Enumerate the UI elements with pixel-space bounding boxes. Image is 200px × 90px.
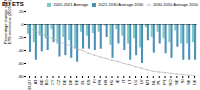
svg-text:PL: PL <box>156 79 161 85</box>
svg-text:-60: -60 <box>18 61 25 66</box>
svg-text:SE: SE <box>174 79 179 85</box>
svg-text:MT: MT <box>145 79 150 85</box>
svg-text:IT: IT <box>121 79 126 83</box>
svg-text:EL: EL <box>80 79 85 85</box>
svg-text:LU: LU <box>133 79 138 84</box>
svg-text:RO: RO <box>168 80 173 86</box>
svg-text:PT: PT <box>162 79 167 85</box>
svg-text:SK: SK <box>186 79 191 85</box>
svg-text:HU: HU <box>109 79 114 85</box>
svg-text:0: 0 <box>21 22 24 27</box>
svg-text:20: 20 <box>19 9 24 14</box>
svg-text:EU27: EU27 <box>27 79 32 90</box>
svg-text:EE: EE <box>74 79 79 85</box>
svg-text:BE: BE <box>39 79 44 85</box>
svg-text:SI: SI <box>180 80 185 84</box>
svg-text:CZ: CZ <box>56 79 61 85</box>
svg-text:LT: LT <box>127 79 132 84</box>
svg-text:Percentage change in EUETS emi: Percentage change in EUETS emissions (20… <box>3 0 12 44</box>
svg-text:NL: NL <box>151 79 156 85</box>
svg-text:LV: LV <box>139 79 144 84</box>
svg-text:-20: -20 <box>18 35 25 40</box>
svg-text:IE: IE <box>115 79 120 83</box>
svg-text:BG: BG <box>44 80 49 86</box>
svg-text:ES: ES <box>86 79 91 85</box>
svg-text:CY: CY <box>50 79 55 85</box>
svg-text:UK: UK <box>192 79 197 85</box>
svg-text:HR: HR <box>103 79 108 85</box>
svg-text:DE: DE <box>62 79 67 85</box>
svg-text:AT: AT <box>33 79 38 84</box>
svg-text:DK: DK <box>68 79 73 85</box>
svg-text:-40: -40 <box>18 48 25 53</box>
svg-text:FI: FI <box>92 80 97 84</box>
svg-text:FR: FR <box>97 79 102 84</box>
svg-text:-80: -80 <box>18 74 25 79</box>
